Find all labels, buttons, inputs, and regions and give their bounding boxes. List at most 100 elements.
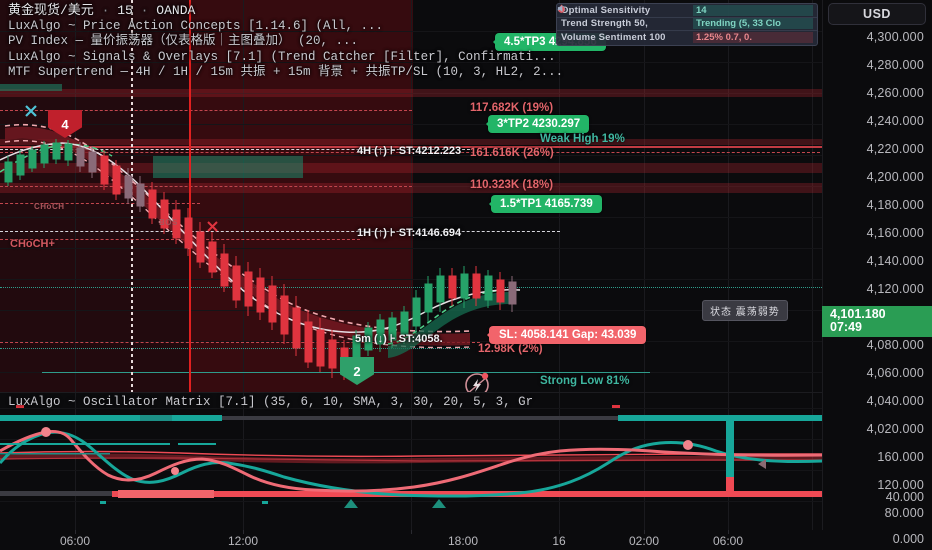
supertrend-5m-label: 5m (↓) ⊦ ST:4058. xyxy=(355,333,443,345)
fib-label-110: 110.323K (18%) xyxy=(470,179,554,191)
price-tick: 4,040.000 xyxy=(866,394,924,408)
grid-line-horizontal xyxy=(0,439,822,440)
marker-label: 4 xyxy=(61,116,69,132)
grid-line-horizontal xyxy=(0,155,822,156)
tooltip-row-name: Volume Sentiment 100 xyxy=(561,32,666,44)
signal-divider-line xyxy=(189,0,191,392)
tooltip-row-value: 14 xyxy=(693,4,813,16)
grid-line-vertical xyxy=(75,393,76,530)
price-tick: 4,160.000 xyxy=(866,226,924,240)
fib-level-line xyxy=(0,203,200,204)
time-tick xyxy=(559,530,560,534)
grid-line-horizontal xyxy=(0,310,822,311)
tooltip-row-name: Trend Strength 50, xyxy=(561,18,649,30)
bos-label: BOS xyxy=(159,218,178,227)
osc-tick: 160.000 xyxy=(877,450,924,464)
time-tick xyxy=(411,530,412,534)
grid-line-horizontal xyxy=(0,248,822,249)
tooltip-row-value: 1.25% 0.7, 0. xyxy=(693,32,813,44)
osc-tick: 0.000 xyxy=(892,532,924,546)
price-axis[interactable]: USD 4,300.000 4,280.000 4,260.000 4,240.… xyxy=(822,0,932,530)
osc-tick: 120.000 xyxy=(877,478,924,492)
alert-lightning-icon[interactable] xyxy=(462,370,492,392)
tp1-tag[interactable]: 1.5*TP1 4165.739 xyxy=(491,195,602,213)
current-value-pointer xyxy=(758,459,766,469)
osc-tick: 40.000 xyxy=(885,490,924,504)
tooltip-row-name: Optimal Sensitivity xyxy=(561,4,651,16)
time-label: 06:00 xyxy=(59,534,91,548)
price-chart-pane[interactable]: 4 2 xyxy=(0,0,822,392)
grid-line-vertical xyxy=(728,0,729,392)
current-price-value: 4,101.180 xyxy=(830,307,886,321)
supertrend-1h-label: 1H (↑) ⊦ ST:4146.694 xyxy=(357,227,462,239)
volume-icon xyxy=(557,4,563,13)
liquidity-level-line xyxy=(0,287,822,288)
time-label: 12:00 xyxy=(227,534,259,548)
indicator-settings-tooltip[interactable]: Optimal Sensitivity 14 Trend Strength 50… xyxy=(556,3,818,46)
grid-line-horizontal xyxy=(0,217,822,218)
grid-line-vertical xyxy=(644,393,645,530)
time-label: 06:00 xyxy=(712,534,744,548)
supertrend-4h-label: 4H (↑) ⊦ ST:4212.223 xyxy=(357,145,462,157)
choch-label: CHoCH xyxy=(34,202,65,211)
oscillator-legend[interactable]: LuxAlgo ~ Oscillator Matrix [7.1] (35, 6… xyxy=(8,395,534,409)
supertrend-1h-line xyxy=(0,231,560,232)
candlestick-series xyxy=(0,105,521,380)
order-block-band xyxy=(0,89,822,97)
oscillator-pane[interactable] xyxy=(0,392,822,530)
time-label: 02:00 xyxy=(628,534,660,548)
grid-line-horizontal xyxy=(0,62,822,63)
grid-line-horizontal xyxy=(0,279,822,280)
order-block-band xyxy=(0,139,822,145)
bearish-zone-shading-secondary xyxy=(0,0,189,392)
price-tick: 4,280.000 xyxy=(866,58,924,72)
grid-line-horizontal xyxy=(0,470,822,471)
price-tick: 4,180.000 xyxy=(866,198,924,212)
price-tick: 4,120.000 xyxy=(866,282,924,296)
time-label: 16 xyxy=(552,534,566,548)
price-tick: 4,220.000 xyxy=(866,142,924,156)
supertrend-4h-line xyxy=(0,149,470,150)
time-tick xyxy=(644,530,645,534)
price-tick: 4,060.000 xyxy=(866,366,924,380)
grid-line-horizontal xyxy=(0,93,822,94)
currency-button[interactable]: USD xyxy=(828,3,926,25)
fib-level-line xyxy=(0,239,360,240)
tooltip-row[interactable]: Optimal Sensitivity 14 xyxy=(557,4,817,18)
tp2-tag[interactable]: 3*TP2 4230.297 xyxy=(488,115,590,133)
grid-line-vertical xyxy=(75,0,76,392)
time-label: 18:00 xyxy=(447,534,479,548)
price-tick: 4,200.000 xyxy=(866,170,924,184)
price-tick: 4,260.000 xyxy=(866,86,924,100)
time-tick xyxy=(243,530,244,534)
price-tick: 4,240.000 xyxy=(866,114,924,128)
osc-tick: 80.000 xyxy=(884,506,924,520)
tooltip-row[interactable]: Trend Strength 50, Trending (5, 33 Clo xyxy=(557,4,817,32)
fib-label-12: 12.98K (2%) xyxy=(478,343,543,355)
time-axis[interactable]: 06:00 12:00 18:00 16 02:00 06:00 xyxy=(0,530,822,550)
time-tick xyxy=(728,530,729,534)
tooltip-row-value: Trending (5, 33 Clo xyxy=(693,18,813,30)
fib-level-line xyxy=(0,152,820,153)
grid-line-vertical xyxy=(243,0,244,392)
current-price-time: 07:49 xyxy=(830,320,862,334)
structure-level-line xyxy=(0,342,480,343)
price-tick: 4,080.000 xyxy=(866,338,924,352)
current-price-badge[interactable]: 4,101.180 07:49 xyxy=(822,306,932,337)
weak-high-label: Weak High 19% xyxy=(540,133,625,145)
demand-block-band xyxy=(0,84,62,91)
bullish-signal-triangle xyxy=(344,499,358,508)
oscillator-series xyxy=(0,405,822,504)
tooltip-row[interactable]: Volume Sentiment 100 1.25% 0.7, 0. xyxy=(557,4,817,45)
grid-line-vertical xyxy=(411,0,412,392)
price-tick: 4,140.000 xyxy=(866,254,924,268)
choch-plus-label: CHoCH+ xyxy=(10,238,55,250)
fib-label-161: 161.616K (26%) xyxy=(470,147,554,159)
order-block-band xyxy=(0,183,822,193)
fib-level-line xyxy=(0,186,412,187)
grid-line-horizontal xyxy=(0,124,822,125)
time-tick xyxy=(75,530,76,534)
order-block-band xyxy=(0,163,822,173)
sl-tag[interactable]: SL: 4058.141 Gap: 43.039 xyxy=(489,326,647,344)
